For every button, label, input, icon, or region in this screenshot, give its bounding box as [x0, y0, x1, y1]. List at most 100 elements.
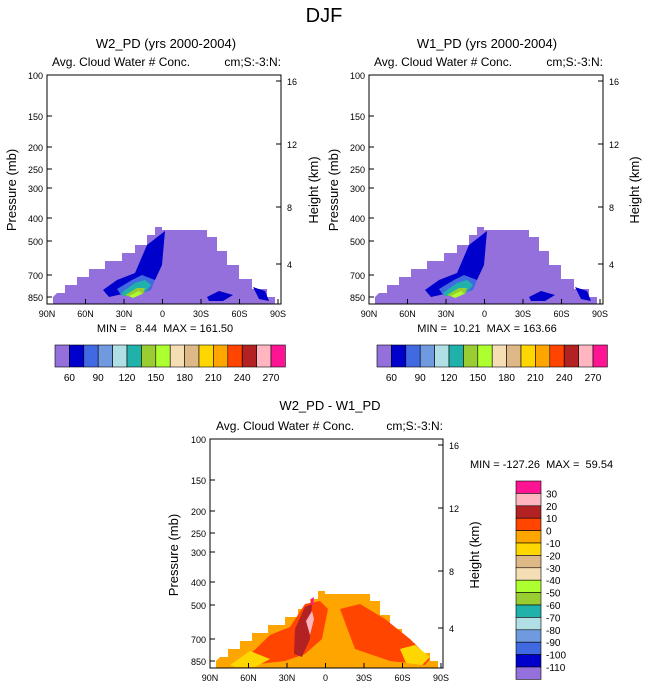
panel-title: W2_PD - W1_PD	[279, 398, 380, 413]
field-region	[529, 291, 555, 301]
x-tick-label: 60S	[553, 309, 569, 319]
y-tick-label: 250	[350, 165, 365, 175]
field-region	[294, 604, 312, 657]
colorbar-box	[563, 344, 579, 368]
colorbar-box	[69, 344, 85, 368]
y2-axis: 16 12 8 4	[276, 77, 297, 270]
colorbar-box	[463, 344, 479, 368]
y-axis-label: Pressure (mb)	[166, 514, 181, 596]
x-tick-label: 30N	[438, 309, 455, 319]
min-max-stats: MIN = 8.44 MAX = 161.50	[97, 323, 233, 335]
plot-frame	[46, 74, 282, 305]
colorbar-box	[198, 344, 214, 368]
colorbar-box	[112, 344, 128, 368]
colorbar-box	[515, 567, 542, 581]
y-tick-label: 150	[350, 112, 365, 122]
colorbar-label: 210	[527, 373, 544, 384]
panel-title: W1_PD (yrs 2000-2004)	[417, 36, 557, 51]
colorbar-box	[54, 344, 70, 368]
colorbar-label: 270	[263, 373, 280, 384]
colorbar-box	[126, 344, 142, 368]
colorbar-box	[376, 344, 392, 368]
data-field	[375, 227, 597, 304]
field-region	[129, 291, 142, 298]
colorbar-box	[515, 517, 542, 531]
colorbar-box	[213, 344, 229, 368]
figure-title: DJF	[306, 5, 343, 27]
y-tick-label: 700	[191, 635, 206, 645]
colorbar-box	[270, 344, 286, 368]
y-axis: 100 150 200 250 300 400 500 700 850	[28, 71, 52, 303]
colorbar-box	[549, 344, 565, 368]
colorbar-box	[184, 344, 200, 368]
colorbar-box	[515, 604, 542, 618]
y2-axis: 16 12 8 4	[598, 77, 619, 270]
y-axis-label: Pressure (mb)	[326, 149, 341, 231]
x-tick-label: 90S	[433, 673, 449, 683]
data-field	[53, 227, 275, 304]
y-tick-label: 850	[350, 293, 365, 303]
x-tick-label: 60N	[240, 673, 257, 683]
y-tick-label: 150	[191, 476, 206, 486]
colorbar-label: 150	[469, 373, 486, 384]
colorbar-label: 270	[585, 373, 602, 384]
panel-right-title: cm;S:-3:N:	[224, 55, 281, 69]
panel-right-title: cm;S:-3:N:	[386, 419, 443, 433]
colorbar-box	[515, 505, 542, 519]
y-tick-label: 700	[28, 271, 43, 281]
y-tick-label: 200	[350, 143, 365, 153]
y2-tick-label: 4	[609, 260, 614, 270]
colorbar-box	[419, 344, 435, 368]
y-tick-label: 500	[350, 237, 365, 247]
colorbar-label: -20	[546, 551, 561, 562]
y2-tick-label: 8	[449, 567, 454, 577]
field-region	[53, 227, 275, 304]
x-axis: 90N 60N 30N 0 30S 60S 90S	[361, 299, 608, 319]
x-tick-label: 30N	[116, 309, 133, 319]
field-region	[207, 291, 233, 301]
colorbar-box	[515, 629, 542, 643]
y2-tick-label: 16	[287, 77, 297, 87]
y2-axis-label: Height (km)	[627, 156, 642, 223]
colorbar-label: -60	[546, 601, 561, 612]
x-tick-label: 90N	[361, 309, 378, 319]
colorbar-box	[515, 493, 542, 507]
colorbar-label: -10	[546, 539, 561, 550]
colorbar-label: 90	[415, 373, 427, 384]
colorbar-box	[515, 666, 542, 680]
y-tick-label: 500	[191, 601, 206, 611]
colorbar-label: 120	[441, 373, 458, 384]
y2-tick-label: 16	[609, 77, 619, 87]
y-axis: 100 150 200 250 300 400 500 700 850	[350, 71, 374, 303]
y-tick-label: 150	[28, 112, 43, 122]
x-tick-label: 60S	[394, 673, 410, 683]
x-tick-label: 0	[323, 673, 328, 683]
colorbar-box	[141, 344, 157, 368]
colorbar-box	[515, 592, 542, 606]
x-tick-label: 0	[482, 309, 487, 319]
x-tick-label: 90S	[592, 309, 608, 319]
y-tick-label: 250	[191, 529, 206, 539]
colorbar-label: 240	[234, 373, 251, 384]
panel-left-title: Avg. Cloud Water # Conc.	[374, 55, 512, 69]
colorbar-box	[515, 480, 542, 494]
y-tick-label: 700	[350, 271, 365, 281]
colorbar-box	[515, 555, 542, 569]
y-axis: 100 150 200 250 300 400 500 700 850	[191, 435, 215, 667]
y-tick-label: 300	[28, 184, 43, 194]
colorbar: 60 90 120 150 180 210 240 270	[376, 344, 608, 384]
x-axis: 90N 60N 30N 0 30S 60S 90S	[39, 299, 286, 319]
colorbar-box	[155, 344, 171, 368]
colorbar-label: 60	[386, 373, 398, 384]
y-tick-label: 850	[28, 293, 43, 303]
y-tick-label: 400	[28, 214, 43, 224]
colorbar-label: -100	[546, 651, 566, 662]
colorbar-label: 240	[556, 373, 573, 384]
x-tick-label: 30S	[193, 309, 209, 319]
colorbar-label: -70	[546, 613, 561, 624]
colorbar-box	[97, 344, 113, 368]
min-max-stats: MIN = -127.26 MAX = 59.54	[470, 459, 613, 471]
colorbar-box	[241, 344, 257, 368]
y2-tick-label: 8	[609, 203, 614, 213]
y-tick-label: 100	[191, 435, 206, 445]
